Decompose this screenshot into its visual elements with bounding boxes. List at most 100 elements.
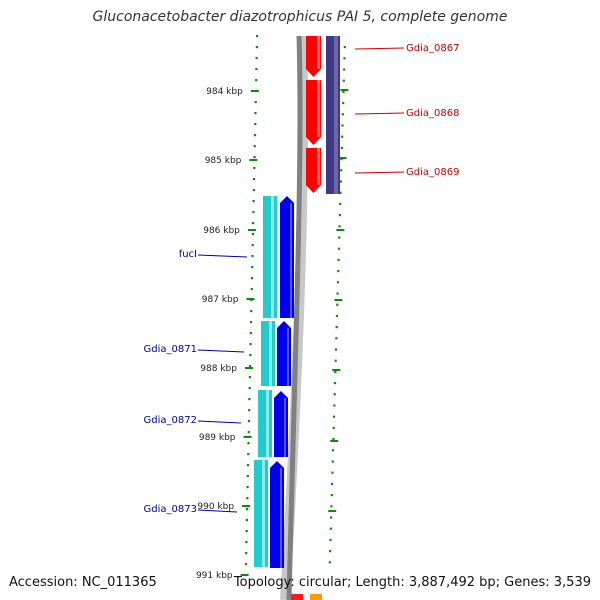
gene-label-gdia_0867[interactable]: Gdia_0867 — [406, 43, 459, 54]
gene-block-teal[interactable] — [258, 390, 272, 457]
ruler-dot-outer — [336, 281, 340, 284]
gene-label-leader — [197, 509, 238, 513]
ruler-dot — [254, 101, 257, 104]
ruler-dot — [246, 475, 249, 478]
ruler-dot — [248, 376, 252, 379]
ruler-dot — [255, 79, 258, 82]
kbp-tick-label: 985 kbp — [205, 156, 242, 166]
ruler-dot — [252, 178, 256, 181]
ruler-dot — [255, 46, 258, 49]
kbp-tick-label: 984 kbp — [206, 87, 243, 97]
ruler-dot-outer — [342, 79, 345, 82]
ruler-dot — [248, 409, 251, 412]
kbp-tick-label: 991 kbp — [196, 571, 233, 581]
gene-block-teal[interactable] — [254, 460, 268, 567]
ruler-dot — [252, 211, 255, 214]
ruler-dot — [244, 563, 248, 566]
ruler-dot — [256, 35, 259, 38]
ruler-dot — [249, 365, 252, 368]
ruler-dot-outer — [337, 258, 340, 261]
ruler-dot-outer — [329, 527, 332, 530]
ruler-dot — [251, 233, 255, 236]
gene-partial-red[interactable] — [291, 594, 303, 600]
ruler-dot-outer — [340, 158, 343, 161]
ruler-dot-outer — [330, 494, 333, 497]
gene-block-teal[interactable] — [263, 196, 277, 318]
ruler-dot-outer — [339, 191, 342, 194]
ruler-dot-outer — [330, 516, 333, 519]
gene-arrow-highlight — [280, 468, 282, 568]
gene-block-teal-highlight — [266, 390, 269, 457]
ruler-dot-outer — [339, 202, 342, 205]
ruler-dot-outer — [330, 505, 333, 508]
ruler-dot-outer — [331, 460, 334, 463]
ruler-dot — [253, 156, 256, 159]
gene-label-gdia_0872[interactable]: Gdia_0872 — [144, 415, 197, 426]
ruler-dot-outer — [341, 124, 344, 127]
ruler-dot-outer — [343, 57, 346, 60]
gene-label-gdia_0871[interactable]: Gdia_0871 — [144, 344, 197, 355]
gene-block-teal-highlight — [271, 196, 274, 318]
ruler-dot — [250, 288, 253, 291]
ruler-dot — [246, 497, 249, 500]
ruler-dot — [250, 310, 253, 313]
gene-label-leader — [197, 254, 248, 258]
genome-backbone — [286, 35, 303, 600]
ruler-dot-outer — [340, 146, 343, 149]
ruler-dot-outer — [329, 550, 332, 553]
ruler-dot — [249, 343, 252, 346]
ruler-dot — [252, 200, 255, 203]
gene-label-gdia_0869[interactable]: Gdia_0869 — [406, 167, 459, 178]
gene-partial-orange[interactable] — [310, 594, 322, 600]
ruler-dot-outer — [334, 348, 338, 351]
ruler-dot — [251, 244, 254, 247]
kbp-tick-label: 989 kbp — [199, 433, 236, 443]
ruler-dot — [252, 189, 255, 192]
ruler-dot — [253, 134, 257, 137]
gene-arrow-highlight — [317, 80, 320, 137]
ruler-dot — [254, 123, 257, 126]
gene-label-leader — [354, 171, 405, 174]
ruler-dot-outer — [340, 169, 343, 172]
ruler-dot — [249, 321, 253, 324]
gene-label-gdia_0868[interactable]: Gdia_0868 — [406, 108, 459, 119]
gene-arrow-highlight — [287, 328, 289, 386]
gene-label-leader — [197, 420, 242, 424]
ruler-dot — [254, 112, 257, 115]
ruler-dot-outer — [342, 90, 345, 93]
ruler-dot-outer — [329, 538, 332, 541]
gene-block-teal-highlight — [269, 321, 272, 386]
ruler-dot-outer — [328, 561, 331, 564]
gene-label-leader — [197, 349, 245, 353]
ruler-dot — [251, 255, 254, 258]
ruler-dot — [246, 464, 250, 467]
ruler-dot-outer — [338, 214, 342, 217]
ruler-dot — [245, 541, 248, 544]
kbp-tick-label: 990 kbp — [197, 502, 234, 512]
ruler-dot-outer — [335, 314, 339, 317]
ruler-dot — [245, 552, 248, 555]
ruler-dot — [246, 508, 249, 511]
gene-block-teal[interactable] — [261, 321, 275, 386]
ruler-dot-outer — [332, 438, 335, 441]
ruler-dot — [255, 57, 258, 60]
ruler-dot — [247, 431, 250, 434]
ruler-dot-outer — [335, 326, 338, 329]
accession-text: Accession: NC_011365 — [9, 575, 157, 590]
ruler-dot — [245, 519, 248, 522]
ruler-dot-outer — [337, 247, 341, 250]
gene-label-gdia_0873[interactable]: Gdia_0873 — [144, 504, 197, 515]
ruler-dot — [247, 442, 250, 445]
ruler-dot — [248, 398, 251, 401]
gene-label-fuci[interactable]: fucI — [179, 249, 197, 260]
ruler-dot — [247, 453, 250, 456]
ruler-dot-outer — [336, 303, 339, 306]
gene-arrow-highlight — [284, 398, 286, 457]
ruler-dot-outer — [333, 404, 336, 407]
ruler-dot-outer — [332, 415, 336, 418]
ruler-dot-outer — [341, 113, 344, 116]
ruler-dot — [246, 486, 249, 489]
ruler-dot-outer — [335, 337, 338, 340]
